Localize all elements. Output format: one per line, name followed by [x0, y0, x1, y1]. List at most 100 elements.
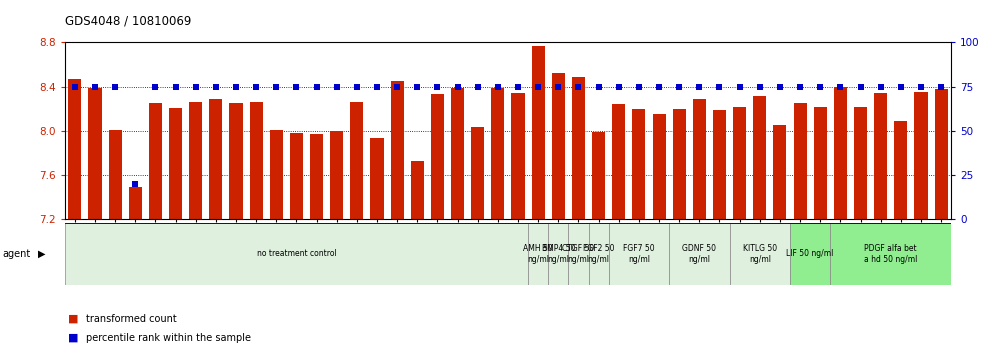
Point: [913, 84, 929, 90]
Text: GDS4048 / 10810069: GDS4048 / 10810069: [65, 14, 191, 27]
Bar: [471, 127, 484, 219]
Bar: [330, 131, 344, 219]
Bar: [148, 103, 162, 219]
Bar: [69, 79, 82, 219]
Point: [611, 84, 626, 90]
Bar: [733, 107, 746, 219]
Bar: [894, 121, 907, 219]
Bar: [613, 104, 625, 219]
Point: [892, 84, 908, 90]
Point: [691, 84, 707, 90]
Bar: [431, 95, 444, 219]
Text: CTGF 50
ng/ml: CTGF 50 ng/ml: [563, 244, 595, 264]
Point: [933, 84, 949, 90]
Point: [228, 84, 244, 90]
Point: [591, 84, 607, 90]
Bar: [652, 114, 665, 219]
Bar: [773, 125, 787, 219]
Bar: [310, 134, 323, 219]
Bar: [89, 88, 102, 219]
Bar: [512, 93, 525, 219]
Bar: [189, 102, 202, 219]
Bar: [669, 223, 729, 285]
Text: transformed count: transformed count: [86, 314, 176, 324]
Point: [490, 84, 506, 90]
Bar: [270, 130, 283, 219]
Point: [429, 84, 445, 90]
Bar: [169, 108, 182, 219]
Point: [248, 84, 264, 90]
Text: FGF7 50
ng/ml: FGF7 50 ng/ml: [623, 244, 654, 264]
Point: [671, 84, 687, 90]
Bar: [229, 103, 243, 219]
Point: [67, 84, 83, 90]
Bar: [753, 96, 766, 219]
Point: [510, 84, 526, 90]
Point: [792, 84, 808, 90]
Bar: [572, 77, 585, 219]
Bar: [532, 46, 545, 219]
Point: [853, 84, 869, 90]
Bar: [592, 132, 606, 219]
Point: [409, 84, 425, 90]
Point: [208, 84, 224, 90]
Point: [449, 84, 465, 90]
Point: [329, 84, 345, 90]
Text: GDNF 50
ng/ml: GDNF 50 ng/ml: [682, 244, 716, 264]
Bar: [794, 103, 807, 219]
Bar: [589, 223, 609, 285]
Point: [630, 84, 646, 90]
Bar: [209, 99, 222, 219]
Bar: [672, 109, 686, 219]
Point: [571, 84, 587, 90]
Bar: [351, 102, 364, 219]
Point: [127, 181, 143, 187]
Text: ■: ■: [68, 314, 79, 324]
Point: [833, 84, 849, 90]
Bar: [693, 99, 706, 219]
Point: [711, 84, 727, 90]
Text: percentile rank within the sample: percentile rank within the sample: [86, 333, 251, 343]
Bar: [65, 223, 528, 285]
Point: [470, 84, 486, 90]
Point: [167, 84, 183, 90]
Point: [530, 84, 546, 90]
Bar: [290, 133, 303, 219]
Text: agent: agent: [2, 249, 30, 259]
Bar: [451, 88, 464, 219]
Bar: [250, 102, 263, 219]
Point: [813, 84, 829, 90]
Point: [349, 84, 365, 90]
Point: [752, 84, 768, 90]
Bar: [410, 161, 424, 219]
Text: LIF 50 ng/ml: LIF 50 ng/ml: [787, 250, 834, 258]
Bar: [491, 88, 504, 219]
Point: [370, 84, 385, 90]
Bar: [874, 93, 887, 219]
Bar: [548, 223, 569, 285]
Point: [147, 84, 163, 90]
Bar: [814, 107, 827, 219]
Bar: [834, 87, 847, 219]
Bar: [854, 107, 868, 219]
Bar: [831, 223, 951, 285]
Point: [389, 84, 405, 90]
Text: no treatment control: no treatment control: [257, 250, 337, 258]
Bar: [128, 187, 141, 219]
Text: ▶: ▶: [38, 249, 46, 259]
Bar: [713, 110, 726, 219]
Bar: [552, 74, 565, 219]
Point: [187, 84, 203, 90]
Bar: [790, 223, 831, 285]
Point: [551, 84, 567, 90]
Point: [108, 84, 124, 90]
Text: BMP4 50
ng/ml: BMP4 50 ng/ml: [542, 244, 575, 264]
Bar: [528, 223, 548, 285]
Bar: [390, 81, 403, 219]
Bar: [371, 138, 383, 219]
Text: KITLG 50
ng/ml: KITLG 50 ng/ml: [743, 244, 777, 264]
Bar: [729, 223, 790, 285]
Bar: [609, 223, 669, 285]
Point: [732, 84, 748, 90]
Text: AMH 50
ng/ml: AMH 50 ng/ml: [523, 244, 553, 264]
